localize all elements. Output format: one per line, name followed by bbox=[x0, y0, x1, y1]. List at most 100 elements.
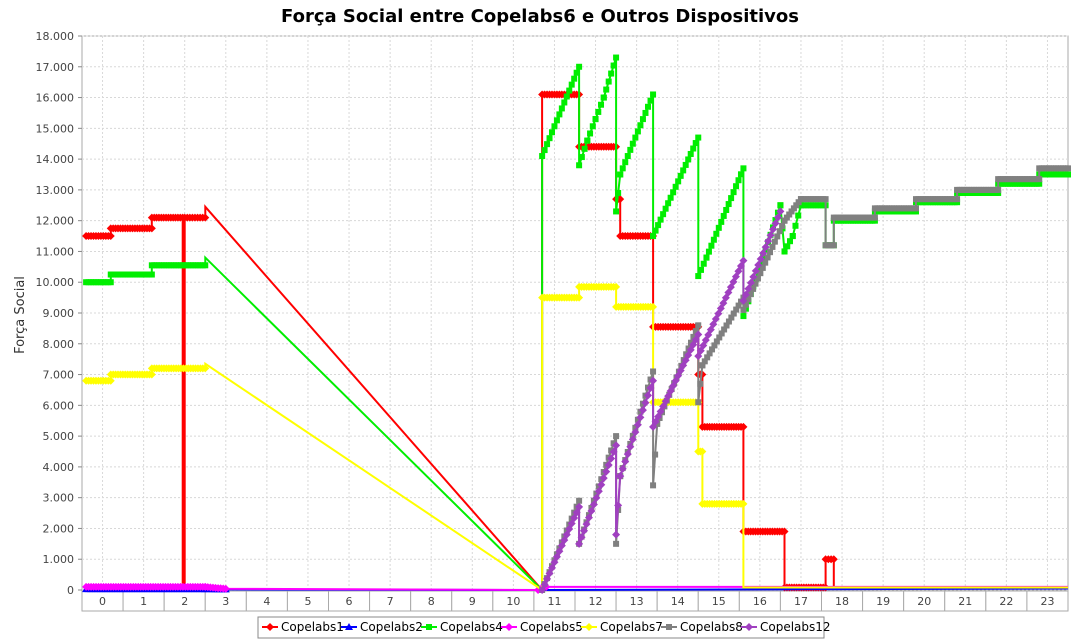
x-tick-label: 14 bbox=[671, 595, 685, 608]
data-point-copelabs4 bbox=[912, 208, 919, 215]
data-point-copelabs12 bbox=[744, 284, 753, 293]
data-point-copelabs4 bbox=[576, 162, 583, 169]
data-point-copelabs12 bbox=[575, 502, 584, 511]
x-tick-label: 9 bbox=[469, 595, 476, 608]
data-point-copelabs8 bbox=[728, 314, 735, 321]
y-tick-label: 1.000 bbox=[43, 553, 75, 566]
y-tick-label: 10.000 bbox=[36, 276, 75, 289]
data-point-copelabs8 bbox=[822, 196, 829, 203]
x-tick-label: 11 bbox=[547, 595, 561, 608]
data-point-copelabs4 bbox=[600, 94, 607, 101]
x-tick-label: 3 bbox=[222, 595, 229, 608]
data-point-copelabs8 bbox=[593, 490, 600, 497]
data-point-copelabs12 bbox=[584, 513, 593, 522]
data-point-copelabs4 bbox=[558, 105, 565, 112]
data-point-copelabs4 bbox=[723, 206, 730, 213]
legend: Copelabs1 Copelabs2 Copelabs4 Copelabs5 Cope… bbox=[257, 616, 831, 639]
x-tick-label: 13 bbox=[630, 595, 644, 608]
data-point-copelabs8 bbox=[650, 368, 657, 375]
data-point-copelabs4 bbox=[652, 227, 659, 234]
legend-label: Copelabs1 bbox=[281, 620, 344, 634]
data-point-copelabs8 bbox=[774, 233, 781, 240]
legend-label: Copelabs2 bbox=[360, 620, 423, 634]
data-point-copelabs4 bbox=[680, 167, 687, 174]
data-point-copelabs4 bbox=[735, 177, 742, 184]
data-point-copelabs12 bbox=[607, 454, 616, 463]
data-point-copelabs8 bbox=[754, 275, 761, 282]
x-tick-label: 0 bbox=[99, 595, 106, 608]
data-point-copelabs12 bbox=[649, 376, 658, 385]
legend-label: Copelabs4 bbox=[440, 620, 503, 634]
data-point-copelabs1 bbox=[780, 527, 789, 536]
data-point-copelabs1 bbox=[147, 224, 156, 233]
data-point-copelabs4 bbox=[566, 87, 573, 94]
data-point-copelabs4 bbox=[695, 134, 702, 141]
data-point-copelabs12 bbox=[749, 272, 758, 281]
data-point-copelabs8 bbox=[610, 440, 617, 447]
data-point-copelabs4 bbox=[692, 140, 699, 147]
data-point-copelabs4 bbox=[544, 141, 551, 148]
data-point-copelabs8 bbox=[613, 540, 620, 547]
data-point-copelabs8 bbox=[637, 408, 644, 415]
data-point-copelabs4 bbox=[650, 91, 657, 98]
data-point-copelabs12 bbox=[754, 260, 763, 269]
data-point-copelabs8 bbox=[871, 214, 878, 221]
data-point-copelabs4 bbox=[871, 217, 878, 224]
data-point-copelabs4 bbox=[589, 123, 596, 130]
chart-title: Força Social entre Copelabs6 e Outros Di… bbox=[281, 6, 799, 27]
data-point-copelabs4 bbox=[781, 248, 788, 255]
data-point-copelabs8 bbox=[711, 342, 718, 349]
legend-item-copelabs12: Copelabs12 bbox=[741, 620, 831, 634]
data-point-copelabs8 bbox=[725, 318, 732, 325]
y-tick-label: 9.000 bbox=[43, 307, 75, 320]
data-point-copelabs4 bbox=[553, 117, 560, 124]
series-markers-copelabs8 bbox=[539, 165, 1071, 593]
y-tick-label: 7.000 bbox=[43, 369, 75, 382]
data-point-copelabs4 bbox=[584, 137, 591, 144]
series-group bbox=[82, 54, 1071, 594]
data-point-copelabs12 bbox=[552, 552, 561, 561]
y-tick-label: 13.000 bbox=[36, 184, 75, 197]
data-point-copelabs4 bbox=[637, 122, 644, 129]
data-point-copelabs7 bbox=[575, 293, 584, 302]
data-point-copelabs8 bbox=[699, 362, 706, 369]
data-point-copelabs4 bbox=[587, 130, 594, 137]
data-point-copelabs12 bbox=[560, 536, 569, 545]
legend-label: Copelabs8 bbox=[680, 620, 743, 634]
x-tick-label: 22 bbox=[999, 595, 1013, 608]
data-point-copelabs8 bbox=[745, 296, 752, 303]
data-point-copelabs4 bbox=[148, 271, 155, 278]
data-point-copelabs8 bbox=[695, 399, 702, 406]
data-point-copelabs8 bbox=[650, 482, 657, 489]
data-point-copelabs4 bbox=[581, 145, 588, 152]
series-copelabs12 bbox=[538, 207, 785, 594]
data-point-copelabs4 bbox=[629, 140, 636, 147]
x-tick-label: 12 bbox=[589, 595, 603, 608]
data-point-copelabs7 bbox=[739, 499, 748, 508]
data-point-copelabs4 bbox=[730, 189, 737, 196]
legend-swatch-marker bbox=[345, 623, 353, 630]
x-tick-label: 10 bbox=[506, 595, 520, 608]
data-point-copelabs8 bbox=[721, 326, 728, 333]
legend-swatch-marker bbox=[505, 623, 513, 631]
data-point-copelabs12 bbox=[633, 420, 642, 429]
y-tick-label: 0 bbox=[67, 584, 74, 597]
data-point-copelabs4 bbox=[672, 183, 679, 190]
data-point-copelabs12 bbox=[612, 530, 621, 539]
data-point-copelabs12 bbox=[751, 266, 760, 275]
data-point-copelabs12 bbox=[631, 428, 640, 437]
x-tick-cell bbox=[1026, 590, 1069, 612]
data-point-copelabs8 bbox=[767, 249, 774, 256]
data-point-copelabs4 bbox=[690, 145, 697, 152]
data-point-copelabs8 bbox=[718, 330, 725, 337]
data-point-copelabs8 bbox=[690, 333, 697, 340]
data-point-copelabs8 bbox=[912, 205, 919, 212]
data-point-copelabs4 bbox=[737, 171, 744, 178]
data-point-copelabs8 bbox=[706, 350, 713, 357]
data-point-copelabs8 bbox=[769, 243, 776, 250]
data-point-copelabs8 bbox=[595, 483, 602, 490]
data-point-copelabs12 bbox=[616, 472, 625, 481]
data-point-copelabs12 bbox=[580, 526, 589, 535]
data-point-copelabs8 bbox=[781, 217, 788, 224]
x-tick-label: 21 bbox=[958, 595, 972, 608]
